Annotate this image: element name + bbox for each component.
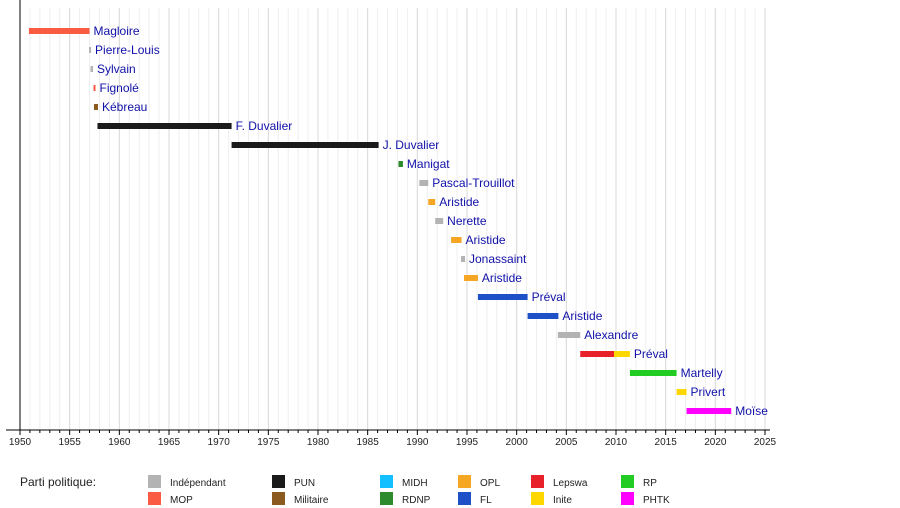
- president-label: Magloire: [94, 24, 140, 38]
- president-label: Kébreau: [102, 100, 147, 114]
- president-label: Préval: [532, 290, 566, 304]
- president-label: Aristide: [466, 233, 506, 247]
- president-label: F. Duvalier: [236, 119, 293, 133]
- legend-swatch: [380, 492, 393, 505]
- x-tick-label: 2025: [754, 437, 777, 448]
- legend-swatch: [621, 492, 634, 505]
- president-label: Pierre-Louis: [95, 43, 160, 57]
- legend-swatch: [458, 492, 471, 505]
- term-bar: [676, 389, 687, 395]
- term-bar: [464, 275, 478, 281]
- term-bar: [686, 408, 732, 414]
- legend-label: Militaire: [294, 495, 329, 506]
- president-label: Nerette: [447, 214, 487, 228]
- x-tick-label: 1970: [208, 437, 231, 448]
- legend-label: Lepswa: [553, 478, 588, 489]
- x-tick-label: 1955: [59, 437, 82, 448]
- term-bar: [89, 47, 92, 53]
- president-label: Alexandre: [584, 328, 638, 342]
- legend-label: PUN: [294, 478, 315, 489]
- term-bar: [398, 161, 403, 167]
- x-tick-label: 1980: [307, 437, 330, 448]
- x-tick-label: 1985: [357, 437, 380, 448]
- x-tick-label: 1995: [456, 437, 479, 448]
- legend-label: Indépendant: [170, 478, 226, 489]
- term-bar: [93, 85, 96, 91]
- legend-label: RP: [643, 478, 657, 489]
- legend-swatch: [531, 475, 544, 488]
- term-bar: [435, 218, 444, 224]
- legend-swatch: [531, 492, 544, 505]
- president-label: Préval: [634, 347, 668, 361]
- term-bar: [461, 256, 466, 262]
- x-tick-label: 2015: [655, 437, 678, 448]
- president-label: Fignolé: [100, 81, 140, 95]
- legend-swatch: [621, 475, 634, 488]
- president-label: Manigat: [407, 157, 450, 171]
- legend-swatch: [380, 475, 393, 488]
- legend-label: MIDH: [402, 478, 428, 489]
- legend-label: MOP: [170, 495, 193, 506]
- term-bar: [614, 351, 630, 357]
- president-label: Moïse: [735, 404, 768, 418]
- legend-label: OPL: [480, 478, 500, 489]
- president-label: J. Duvalier: [383, 138, 440, 152]
- term-bar: [28, 28, 90, 34]
- president-label: Sylvain: [97, 62, 136, 76]
- president-label: Jonassaint: [469, 252, 527, 266]
- term-bar: [419, 180, 429, 186]
- term-bar: [90, 66, 94, 72]
- x-tick-label: 1990: [406, 437, 429, 448]
- x-tick-label: 1950: [9, 437, 32, 448]
- term-bar: [557, 332, 581, 338]
- term-bar: [231, 142, 379, 148]
- legend-swatch: [148, 492, 161, 505]
- legend-swatch: [272, 492, 285, 505]
- x-tick-label: 1965: [158, 437, 181, 448]
- x-tick-label: 1960: [108, 437, 131, 448]
- term-bar: [451, 237, 462, 243]
- x-tick-label: 2020: [704, 437, 727, 448]
- president-label: Privert: [691, 385, 726, 399]
- legend-label: RDNP: [402, 495, 431, 506]
- term-bar: [97, 123, 232, 129]
- legend-swatch: [272, 475, 285, 488]
- term-bar: [94, 104, 98, 110]
- term-bar: [580, 351, 615, 357]
- president-label: Martelly: [681, 366, 723, 380]
- legend-label: Inite: [553, 495, 572, 506]
- president-label: Aristide: [562, 309, 602, 323]
- legend-label: FL: [480, 495, 492, 506]
- legend-title: Parti politique:: [20, 475, 96, 489]
- term-bar: [428, 199, 436, 205]
- legend-swatch: [458, 475, 471, 488]
- term-bar: [629, 370, 677, 376]
- x-tick-label: 2005: [555, 437, 578, 448]
- x-tick-label: 2010: [605, 437, 628, 448]
- term-bar: [527, 313, 559, 319]
- president-label: Aristide: [439, 195, 479, 209]
- term-bar: [477, 294, 528, 300]
- legend-label: PHTK: [643, 495, 670, 506]
- x-tick-label: 2000: [506, 437, 529, 448]
- x-tick-label: 1975: [257, 437, 280, 448]
- legend-swatch: [148, 475, 161, 488]
- president-label: Pascal-Trouillot: [432, 176, 515, 190]
- president-label: Aristide: [482, 271, 522, 285]
